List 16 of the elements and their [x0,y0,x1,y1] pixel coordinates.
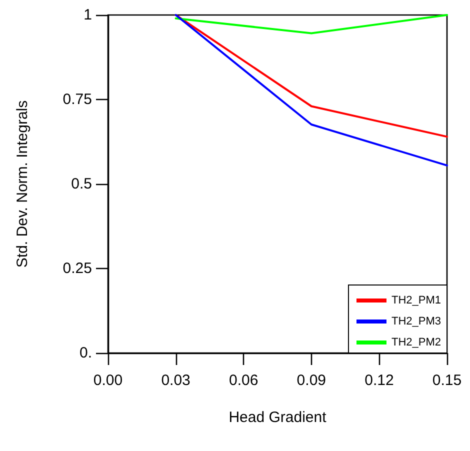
y-tick-label: 0.75 [62,91,92,108]
x-tick-label: 0.09 [296,372,326,389]
x-tick-label: 0.03 [161,372,190,389]
y-tick-label: 0.25 [62,260,92,277]
y-axis-title: Std. Dev. Norm. Integrals [14,100,31,268]
x-tick-label: 0.12 [364,372,394,389]
x-axis-title: Head Gradient [228,409,328,426]
x-tick-label: 0.00 [93,372,123,389]
legend-label: TH2_PM3 [391,316,442,328]
legend-label: TH2_PM2 [391,336,442,348]
y-tick-label: 0. [79,344,92,362]
x-tick-label: 0.15 [432,372,462,389]
y-tick-label: 1 [84,6,92,24]
y-tick-label: 0.5 [71,176,92,192]
x-tick-label: 0.06 [229,372,258,389]
legend-label: TH2_PM1 [391,294,442,306]
